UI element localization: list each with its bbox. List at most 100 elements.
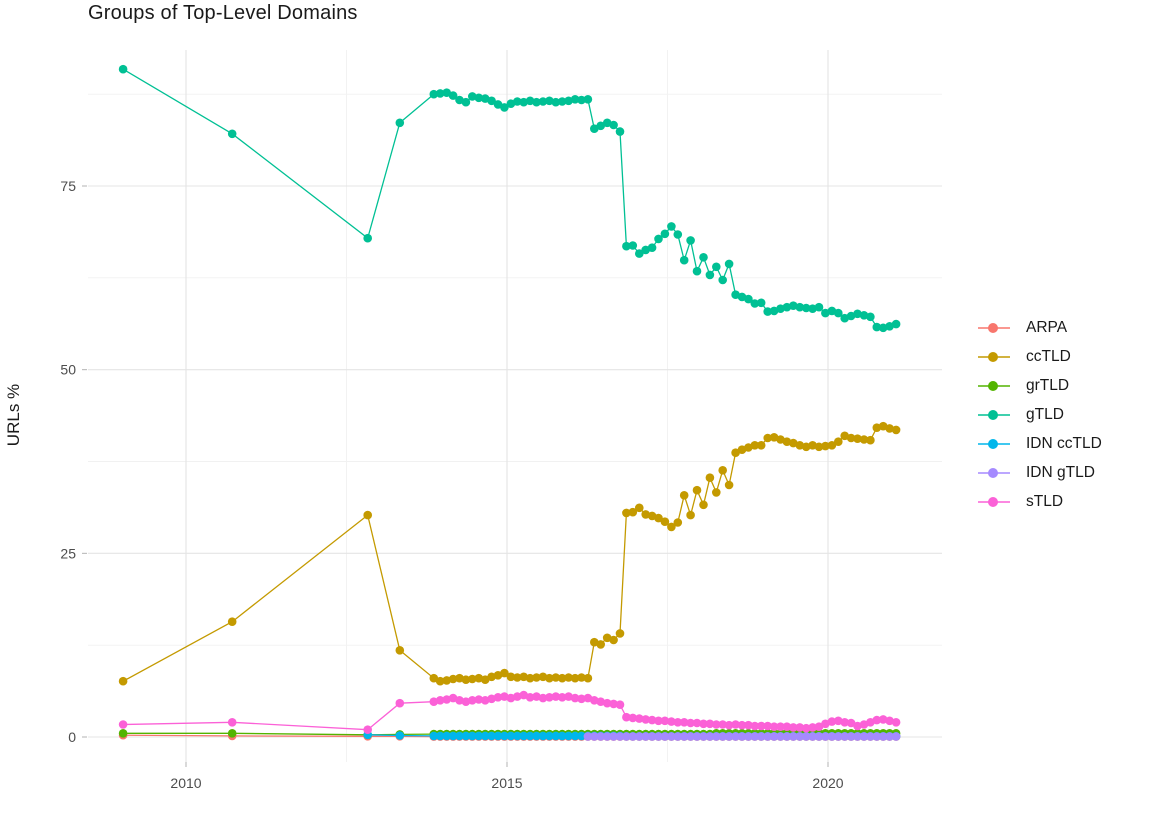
data-point-IDN-gTLD <box>782 732 792 741</box>
data-point-IDN-gTLD <box>724 732 734 741</box>
data-point-IDN-gTLD <box>801 732 811 741</box>
data-point-gTLD <box>442 88 452 97</box>
legend-key-icon <box>978 381 1010 391</box>
data-point-ccTLD <box>519 672 528 682</box>
y-tick-label: 75 <box>60 178 76 194</box>
data-point-ccTLD <box>731 448 740 458</box>
data-point-ccTLD <box>551 673 561 682</box>
data-point-IDN-gTLD <box>660 732 670 741</box>
data-point-IDN-ccTLD <box>557 731 567 741</box>
legend-label: IDN ccTLD <box>1026 435 1102 452</box>
data-point-sTLD <box>686 718 695 728</box>
data-point-sTLD <box>891 718 901 727</box>
data-point-ccTLD <box>756 441 766 450</box>
data-point-sTLD <box>699 719 708 729</box>
legend-item-sTLD: sTLD <box>976 492 1102 512</box>
y-tick-label: 25 <box>60 545 76 561</box>
data-point-gTLD <box>583 95 593 104</box>
data-point-gTLD <box>395 118 405 128</box>
data-point-IDN-gTLD <box>692 732 702 741</box>
chart-title: Groups of Top-Level Domains <box>88 2 358 24</box>
data-point-gTLD <box>801 303 811 313</box>
legend-key-dot <box>988 323 998 333</box>
data-point-gTLD <box>590 124 599 133</box>
data-point-gTLD <box>525 96 535 106</box>
legend-key-dot <box>988 352 998 362</box>
data-point-ccTLD <box>622 508 631 518</box>
data-point-ccTLD <box>654 513 663 523</box>
data-point-gTLD <box>468 92 477 101</box>
data-point-ccTLD <box>827 441 837 450</box>
data-point-gTLD <box>789 301 798 311</box>
data-point-gTLD <box>429 89 439 99</box>
data-point-ccTLD <box>468 674 477 684</box>
data-point-sTLD <box>872 715 882 725</box>
data-point-sTLD <box>808 723 817 732</box>
data-point-sTLD <box>532 692 541 701</box>
legend-key-dot <box>988 410 998 420</box>
data-point-gTLD <box>513 97 522 106</box>
data-point-gTLD <box>853 309 862 319</box>
data-point-IDN-gTLD <box>744 732 753 741</box>
data-point-IDN-gTLD <box>763 732 772 741</box>
data-point-gTLD <box>227 129 237 139</box>
data-point-gTLD <box>519 97 528 107</box>
data-point-sTLD <box>455 696 464 705</box>
data-point-ccTLD <box>821 441 830 451</box>
data-point-ccTLD <box>448 674 458 684</box>
data-point-IDN-gTLD <box>654 732 663 741</box>
data-point-IDN-gTLD <box>667 732 676 741</box>
legend-key-icon <box>978 497 1010 507</box>
data-point-sTLD <box>827 717 837 726</box>
data-point-ccTLD <box>699 500 708 510</box>
data-point-ccTLD <box>789 438 798 448</box>
data-point-sTLD <box>724 720 734 730</box>
data-point-ccTLD <box>596 640 605 649</box>
data-point-sTLD <box>118 720 128 729</box>
data-point-IDN-gTLD <box>866 732 875 741</box>
data-point-sTLD <box>679 718 689 727</box>
data-point-IDN-gTLD <box>769 732 779 741</box>
data-point-sTLD <box>468 696 477 705</box>
data-point-sTLD <box>885 716 894 726</box>
data-point-gTLD <box>500 103 509 112</box>
data-point-sTLD <box>846 718 856 728</box>
data-point-ccTLD <box>615 629 625 638</box>
data-point-IDN-gTLD <box>859 732 869 741</box>
data-point-ccTLD <box>866 435 875 445</box>
data-point-gTLD <box>718 275 727 285</box>
data-point-ccTLD <box>667 522 676 532</box>
data-point-IDN-ccTLD <box>487 731 496 741</box>
data-point-sTLD <box>782 722 792 731</box>
legend-key-dot <box>988 439 998 449</box>
data-point-gTLD <box>699 252 708 262</box>
data-point-IDN-gTLD <box>840 732 849 741</box>
data-point-gTLD <box>596 121 605 131</box>
data-point-sTLD <box>776 722 785 731</box>
data-point-ccTLD <box>363 510 373 520</box>
data-point-ccTLD <box>660 517 670 526</box>
data-point-IDN-ccTLD <box>429 731 439 741</box>
data-point-IDN-gTLD <box>891 732 901 741</box>
y-tick-label: 0 <box>68 729 76 745</box>
data-point-IDN-ccTLD <box>506 731 516 741</box>
data-point-sTLD <box>474 695 484 704</box>
data-point-gTLD <box>570 95 580 104</box>
legend-key-icon <box>978 410 1010 420</box>
data-point-gTLD <box>667 222 676 231</box>
data-point-sTLD <box>493 693 503 702</box>
data-point-sTLD <box>635 714 644 723</box>
data-point-gTLD <box>821 308 830 318</box>
data-point-gTLD <box>493 100 503 109</box>
data-point-gTLD <box>564 96 573 106</box>
x-tick-label: 2015 <box>491 775 522 791</box>
data-point-sTLD <box>429 697 439 706</box>
data-point-gTLD <box>763 307 772 316</box>
data-point-IDN-gTLD <box>827 732 837 741</box>
data-point-ccTLD <box>686 510 695 520</box>
data-point-sTLD <box>789 723 798 732</box>
data-point-gTLD <box>814 302 824 312</box>
data-point-sTLD <box>570 693 580 703</box>
data-point-sTLD <box>647 715 657 725</box>
data-point-sTLD <box>602 698 612 708</box>
